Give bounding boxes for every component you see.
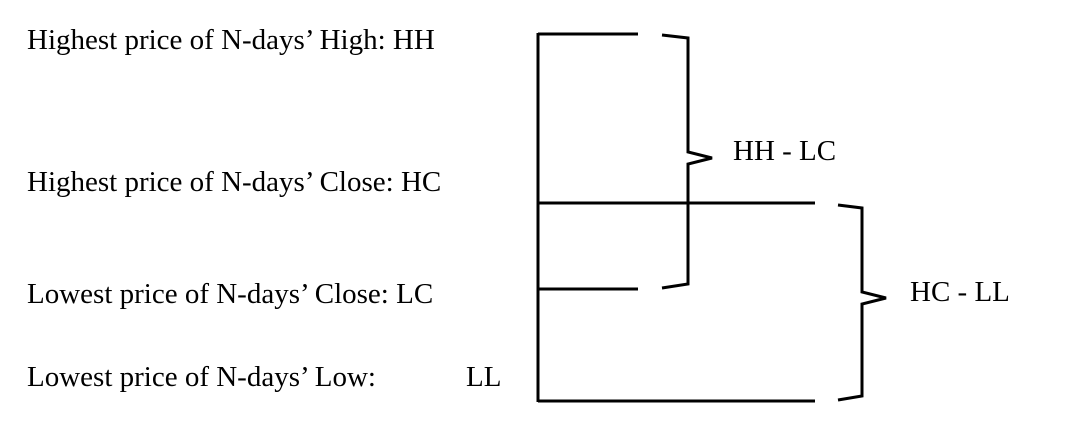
- highest-close-label: Highest price of N-days’ Close: HC: [27, 166, 442, 198]
- hh-lc-brace: [661, 33, 713, 290]
- lowest-close-label: Lowest price of N-days’ Close: LC: [27, 278, 434, 310]
- lowest-low-label: Lowest price of N-days’ Low:: [27, 361, 376, 393]
- hc-ll-brace: [837, 203, 887, 402]
- hh-lc-range-label: HH - LC: [733, 135, 837, 167]
- lowest-low-code: LL: [466, 361, 502, 393]
- highest-high-label: Highest price of N-days’ High: HH: [27, 24, 435, 56]
- hc-ll-range-label: HC - LL: [910, 276, 1010, 308]
